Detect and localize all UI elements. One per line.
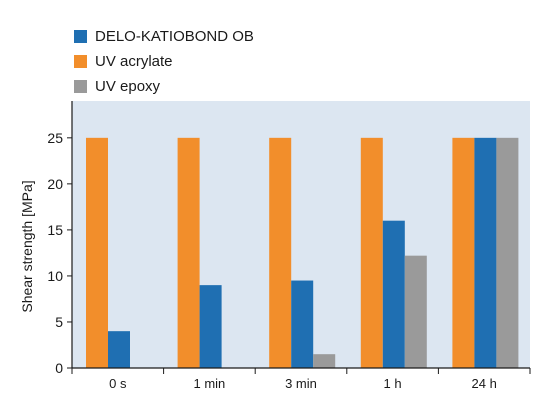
legend: DELO-KATIOBOND OB UV acrylate UV epoxy [74, 24, 254, 99]
legend-swatch [74, 30, 87, 43]
bar-delo-katiobond-ob-0-s [108, 331, 130, 368]
legend-label: UV epoxy [95, 78, 161, 95]
legend-item: UV acrylate [74, 49, 254, 74]
y-tick-label: 25 [47, 130, 63, 146]
bar-delo-katiobond-ob-1-h [382, 220, 405, 368]
legend-label: UV acrylate [95, 53, 173, 70]
bar-delo-katiobond-ob-1-min [199, 285, 222, 368]
x-tick-label: 24 h [472, 376, 497, 391]
y-tick-label: 20 [47, 176, 63, 192]
legend-item: UV epoxy [74, 74, 254, 99]
legend-swatch [74, 80, 87, 93]
bar-uv-acrylate-24-h [452, 137, 475, 368]
y-tick-label: 15 [47, 222, 63, 238]
bar-uv-acrylate-1-h [360, 137, 383, 368]
y-tick-label: 10 [47, 268, 63, 284]
y-tick-label: 0 [55, 360, 63, 376]
x-tick-label: 1 min [194, 376, 226, 391]
bar-uv-epoxy-24-h [496, 137, 519, 368]
x-tick-label: 1 h [384, 376, 402, 391]
bar-uv-acrylate-1-min [177, 137, 200, 368]
bar-uv-acrylate-3-min [269, 137, 292, 368]
bar-delo-katiobond-ob-3-min [291, 280, 314, 368]
legend-label: DELO-KATIOBOND OB [95, 28, 254, 45]
x-tick-label: 3 min [285, 376, 317, 391]
bar-delo-katiobond-ob-24-h [474, 137, 497, 368]
x-tick-label: 0 s [109, 376, 127, 391]
y-tick-label: 5 [55, 314, 63, 330]
bar-uv-epoxy-3-min [313, 354, 336, 368]
bar-uv-acrylate-0-s [86, 137, 108, 368]
bar-uv-epoxy-1-h [404, 255, 427, 368]
legend-swatch [74, 55, 87, 68]
legend-item: DELO-KATIOBOND OB [74, 24, 254, 49]
y-axis-label: Shear strength [MPa] [19, 180, 35, 312]
